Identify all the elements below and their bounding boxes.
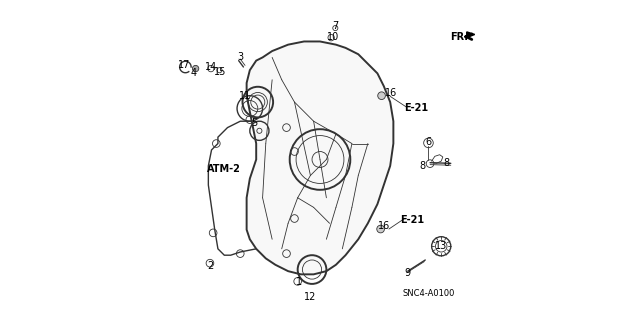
Circle shape xyxy=(377,225,385,233)
Text: 16: 16 xyxy=(378,221,390,232)
Text: 5: 5 xyxy=(252,118,258,128)
Text: 2: 2 xyxy=(207,261,213,271)
Text: 14: 14 xyxy=(205,62,217,72)
Text: 8: 8 xyxy=(419,161,425,171)
Circle shape xyxy=(378,92,385,100)
Polygon shape xyxy=(467,32,475,38)
FancyArrowPatch shape xyxy=(466,34,472,40)
Text: E-21: E-21 xyxy=(401,215,424,225)
FancyArrowPatch shape xyxy=(224,177,228,182)
Text: 10: 10 xyxy=(326,32,339,42)
Circle shape xyxy=(193,65,199,72)
Text: 8: 8 xyxy=(443,158,449,168)
Text: 11: 11 xyxy=(239,91,251,101)
Text: 1: 1 xyxy=(296,277,302,287)
Text: 6: 6 xyxy=(426,137,431,147)
Text: 16: 16 xyxy=(385,87,397,98)
Text: E-21: E-21 xyxy=(404,103,428,114)
Text: 7: 7 xyxy=(332,20,339,31)
Text: 17: 17 xyxy=(178,60,191,70)
Text: 4: 4 xyxy=(191,68,197,78)
Polygon shape xyxy=(246,41,394,274)
Text: 12: 12 xyxy=(304,292,317,302)
Text: 13: 13 xyxy=(435,241,447,251)
Polygon shape xyxy=(209,121,298,255)
Text: SNC4-A0100: SNC4-A0100 xyxy=(403,289,454,298)
Text: ATM-2: ATM-2 xyxy=(207,164,241,174)
Text: 15: 15 xyxy=(214,67,227,77)
Text: FR.: FR. xyxy=(450,32,468,42)
Text: 9: 9 xyxy=(404,268,411,278)
Text: 3: 3 xyxy=(237,52,243,63)
